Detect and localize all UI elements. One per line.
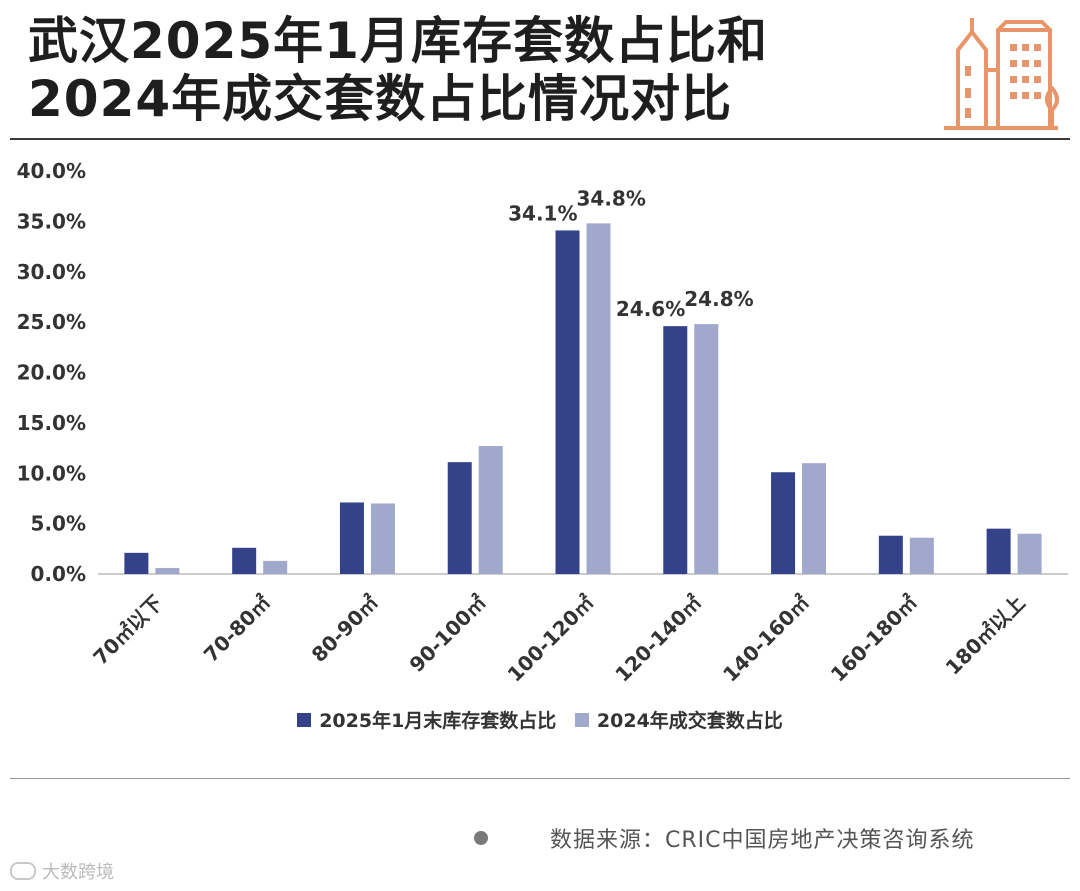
y-tick-label: 20.0% <box>17 361 86 385</box>
legend-swatch-2024 <box>574 712 589 727</box>
bar-2024 <box>1017 533 1042 574</box>
y-tick-label: 15.0% <box>17 411 86 435</box>
bar-2025 <box>232 547 257 574</box>
data-label: 34.1% <box>508 201 577 225</box>
title-line-2: 2024年成交套数占比情况对比 <box>28 70 733 128</box>
y-tick-label: 5.0% <box>31 512 86 536</box>
footer-divider <box>10 778 1070 779</box>
data-label: 24.8% <box>684 287 753 311</box>
y-tick-label: 30.0% <box>17 260 86 284</box>
bar-2024 <box>586 223 611 574</box>
bar-2025 <box>447 462 472 574</box>
title-divider <box>10 138 1070 140</box>
watermark: 大数跨境 <box>10 858 114 884</box>
bar-chart: 0.0% 5.0% 10.0% 15.0% 20.0% 25.0% 30.0% 35.0% 40… <box>17 159 1068 687</box>
bar-2024 <box>909 537 934 574</box>
bar-2025 <box>555 230 580 574</box>
legend-label-2024: 2024年成交套数占比 <box>596 710 783 732</box>
bar-2025 <box>986 528 1011 574</box>
legend-item-2025: 2025年1月末库存套数占比 <box>297 706 556 733</box>
bar-2025 <box>124 552 149 574</box>
bar-2024 <box>370 503 395 574</box>
x-tick-label: 160-180㎡ <box>826 591 922 687</box>
bar-2024 <box>263 560 288 574</box>
watermark-logo-icon <box>10 862 36 880</box>
bar-2025 <box>878 535 903 574</box>
x-tick-label: 70㎡以下 <box>88 591 167 670</box>
bar-2025 <box>663 326 688 574</box>
x-tick-label: 140-160㎡ <box>718 591 814 687</box>
data-label: 24.6% <box>616 297 685 321</box>
bar-2024 <box>694 324 719 574</box>
x-tick-label: 120-140㎡ <box>610 591 706 687</box>
legend-label-2025: 2025年1月末库存套数占比 <box>319 710 557 732</box>
x-tick-label: 70-80㎡ <box>199 591 275 667</box>
chart-title: 武汉2025年1月库存套数占比和 2024年成交套数占比情况对比 <box>28 12 908 128</box>
y-tick-label: 35.0% <box>17 209 86 233</box>
x-tick-label: 100-120㎡ <box>503 591 599 687</box>
building-icon <box>944 18 1059 130</box>
bullet-icon <box>474 831 488 845</box>
legend-swatch-2025 <box>297 712 312 727</box>
x-tick-label: 80-90㎡ <box>307 591 383 667</box>
x-tick-label: 180㎡以上 <box>941 591 1030 680</box>
title-line-1: 武汉2025年1月库存套数占比和 <box>28 12 768 70</box>
y-tick-label: 40.0% <box>17 159 86 183</box>
bar-2024 <box>155 567 180 574</box>
x-tick-label: 90-100㎡ <box>405 591 491 677</box>
y-tick-label: 0.0% <box>31 562 86 586</box>
data-label: 34.8% <box>577 186 646 210</box>
y-tick-label: 25.0% <box>17 310 86 334</box>
bar-2024 <box>802 463 827 574</box>
chart-legend: 2025年1月末库存套数占比 2024年成交套数占比 <box>0 706 1080 733</box>
bar-2024 <box>478 446 503 574</box>
watermark-text: 大数跨境 <box>42 862 114 883</box>
source-note: 数据来源：CRIC中国房地产决策咨询系统 <box>474 820 975 856</box>
bar-2025 <box>339 502 364 574</box>
source-text: 数据来源：CRIC中国房地产决策咨询系统 <box>550 828 975 853</box>
legend-item-2024: 2024年成交套数占比 <box>574 706 783 733</box>
y-tick-label: 10.0% <box>17 461 86 485</box>
bar-2025 <box>771 472 796 574</box>
